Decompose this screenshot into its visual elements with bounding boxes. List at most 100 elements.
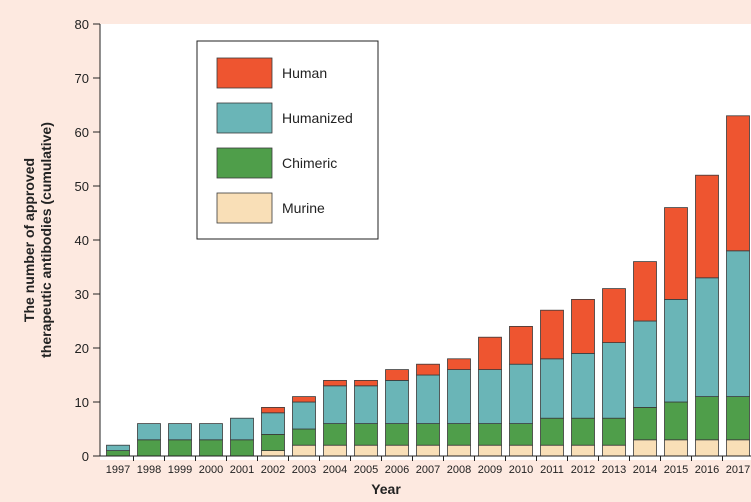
bar-segment-murine <box>633 439 657 457</box>
bar-segment-human <box>323 379 347 387</box>
bar-segment-murine <box>323 444 347 457</box>
bar-segment-humanized <box>695 277 719 397</box>
bar-segment-humanized <box>230 417 254 441</box>
bar-segment-chimeric <box>137 439 161 457</box>
y-tick-label: 80 <box>75 17 89 32</box>
bar-segment-chimeric <box>168 439 192 457</box>
bar-segment-humanized <box>323 385 347 424</box>
x-tick-label: 2013 <box>602 464 626 476</box>
bars-layer <box>106 115 750 457</box>
x-tick-label: 2012 <box>571 464 595 476</box>
bar-segment-murine <box>664 439 688 457</box>
bar-segment-murine <box>540 444 564 457</box>
bar-segment-humanized <box>261 412 285 435</box>
bar-segment-human <box>261 406 285 414</box>
bar-segment-murine <box>292 444 316 457</box>
bar-segment-chimeric <box>199 439 223 457</box>
x-tick-label: 2008 <box>447 464 471 476</box>
y-ticks: 0 10 20 30 40 50 60 70 80 <box>75 17 100 464</box>
y-axis-title-line-1: The number of approved <box>21 158 37 322</box>
bar-segment-chimeric <box>602 417 626 446</box>
bar-segment-human <box>602 288 626 344</box>
legend-label-murine: Murine <box>282 200 325 216</box>
bar-segment-chimeric <box>726 396 750 441</box>
y-tick-label: 30 <box>75 287 89 302</box>
x-tick-label: 1999 <box>168 464 192 476</box>
bar-segment-humanized <box>416 374 440 424</box>
bar-segment-murine <box>354 444 378 457</box>
x-tick-label: 2014 <box>633 464 657 476</box>
x-tick-label: 2004 <box>323 464 347 476</box>
x-tick-label: 2003 <box>292 464 316 476</box>
bar-segment-murine <box>447 444 471 457</box>
y-tick-label: 40 <box>75 233 89 248</box>
bar-segment-humanized <box>292 401 316 430</box>
x-tick-label: 2001 <box>230 464 254 476</box>
bar-segment-murine <box>695 439 719 457</box>
bar-segment-chimeric <box>230 439 254 457</box>
x-tick-label: 2011 <box>540 464 564 476</box>
bar-segment-murine <box>478 444 502 457</box>
bar-segment-humanized <box>199 423 223 441</box>
bar-segment-chimeric <box>106 450 130 457</box>
x-tick-label: 2016 <box>695 464 719 476</box>
x-tick-label: 2017 <box>726 464 750 476</box>
bar-segment-human <box>509 325 533 365</box>
x-tick-label: 2007 <box>416 464 440 476</box>
bar-segment-chimeric <box>447 423 471 446</box>
bar-segment-humanized <box>168 423 192 441</box>
bar-segment-humanized <box>106 444 130 452</box>
bar-segment-chimeric <box>571 417 595 446</box>
bar-segment-chimeric <box>633 406 657 441</box>
x-tick-label: 1998 <box>137 464 161 476</box>
bar-segment-humanized <box>447 369 471 425</box>
bar-segment-humanized <box>478 369 502 425</box>
bar-segment-chimeric <box>354 423 378 446</box>
bar-segment-human <box>292 396 316 403</box>
x-tick-label: 2015 <box>664 464 688 476</box>
bar-segment-human <box>571 298 595 354</box>
bar-segment-chimeric <box>509 423 533 446</box>
bar-segment-humanized <box>571 352 595 419</box>
y-tick-label: 50 <box>75 179 89 194</box>
bar-segment-murine <box>571 444 595 457</box>
bar-segment-human <box>447 358 471 370</box>
bar-segment-humanized <box>137 423 161 441</box>
bar-segment-human <box>478 336 502 371</box>
bar-segment-human <box>664 207 688 300</box>
y-tick-label: 70 <box>75 71 89 86</box>
bar-segment-humanized <box>602 342 626 419</box>
bar-segment-humanized <box>633 320 657 408</box>
bar-segment-chimeric <box>385 423 409 446</box>
legend-swatch-chimeric <box>216 147 273 179</box>
bar-segment-humanized <box>385 379 409 424</box>
x-axis-title: Year <box>371 481 401 497</box>
bar-segment-chimeric <box>695 396 719 441</box>
bar-segment-humanized <box>509 363 533 425</box>
bar-segment-chimeric <box>292 428 316 446</box>
legend-swatch-murine <box>216 192 273 224</box>
x-tick-label: 2000 <box>199 464 223 476</box>
bar-segment-murine <box>385 444 409 457</box>
bar-segment-human <box>726 115 750 252</box>
legend-label-human: Human <box>282 65 327 81</box>
legend-swatch-humanized <box>216 102 273 134</box>
y-tick-label: 0 <box>82 449 89 464</box>
bar-segment-murine <box>726 439 750 457</box>
bar-segment-murine <box>602 444 626 457</box>
bar-segment-chimeric <box>323 423 347 446</box>
bar-segment-human <box>695 174 719 279</box>
x-tick-label: 2009 <box>478 464 502 476</box>
legend-swatch-human <box>216 57 273 89</box>
bar-segment-human <box>354 379 378 387</box>
bar-segment-human <box>416 363 440 376</box>
legend-label-humanized: Humanized <box>282 110 353 126</box>
x-tick-label: 2005 <box>354 464 378 476</box>
bar-segment-chimeric <box>664 401 688 441</box>
bar-segment-human <box>633 261 657 322</box>
bar-segment-humanized <box>726 250 750 398</box>
bar-segment-chimeric <box>478 423 502 446</box>
x-tick-label: 2006 <box>385 464 409 476</box>
